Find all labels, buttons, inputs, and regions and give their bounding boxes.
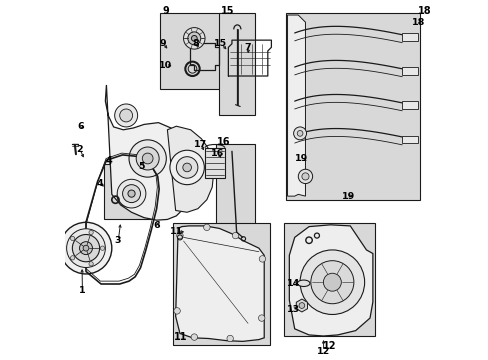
Text: 13: 13 <box>286 305 299 314</box>
Text: 10: 10 <box>159 62 172 71</box>
Polygon shape <box>175 226 264 341</box>
Circle shape <box>128 190 135 197</box>
Text: 2: 2 <box>76 145 82 154</box>
Circle shape <box>66 229 105 267</box>
Text: 6: 6 <box>153 221 160 230</box>
Polygon shape <box>287 15 305 196</box>
Circle shape <box>183 28 204 49</box>
Text: 8: 8 <box>192 39 199 48</box>
Text: 12: 12 <box>323 341 336 351</box>
Circle shape <box>72 234 100 262</box>
Bar <box>402 102 418 109</box>
Text: 18: 18 <box>411 18 424 27</box>
Circle shape <box>301 173 308 180</box>
Circle shape <box>174 308 180 314</box>
Circle shape <box>176 157 198 178</box>
Circle shape <box>117 179 145 208</box>
Circle shape <box>323 273 341 291</box>
Circle shape <box>129 140 166 177</box>
Circle shape <box>120 109 132 122</box>
Circle shape <box>122 185 140 203</box>
Bar <box>402 67 418 75</box>
Text: 16: 16 <box>210 149 224 158</box>
Circle shape <box>191 334 197 340</box>
Ellipse shape <box>297 280 309 287</box>
Text: 16: 16 <box>217 137 230 147</box>
Bar <box>219 13 255 116</box>
Circle shape <box>89 230 93 235</box>
Text: 3: 3 <box>114 237 121 246</box>
Bar <box>284 223 375 336</box>
Circle shape <box>297 131 303 136</box>
Bar <box>402 135 418 143</box>
Text: 9: 9 <box>159 39 166 48</box>
Text: 11: 11 <box>169 228 183 237</box>
Bar <box>215 144 255 243</box>
Circle shape <box>80 242 92 255</box>
Circle shape <box>226 335 233 342</box>
Circle shape <box>191 36 197 41</box>
Circle shape <box>298 169 312 184</box>
Circle shape <box>300 250 364 315</box>
Bar <box>172 223 269 345</box>
Circle shape <box>176 232 183 239</box>
Circle shape <box>232 232 238 239</box>
Text: 19: 19 <box>295 154 308 163</box>
Circle shape <box>122 190 133 202</box>
Circle shape <box>142 153 153 164</box>
Text: 4: 4 <box>97 179 103 188</box>
Bar <box>104 164 151 220</box>
Circle shape <box>70 256 75 260</box>
Text: 7: 7 <box>244 43 251 52</box>
Circle shape <box>187 32 201 45</box>
Polygon shape <box>289 225 372 336</box>
Circle shape <box>183 163 191 172</box>
Circle shape <box>83 245 89 251</box>
Text: 4: 4 <box>105 156 112 166</box>
Bar <box>285 13 419 200</box>
Text: 17: 17 <box>194 140 207 149</box>
Circle shape <box>60 222 112 274</box>
Circle shape <box>293 127 306 140</box>
Bar <box>160 13 221 89</box>
Circle shape <box>100 246 104 250</box>
Text: 11: 11 <box>174 332 187 342</box>
Text: 1: 1 <box>79 286 85 295</box>
Circle shape <box>136 147 159 170</box>
Circle shape <box>298 303 304 309</box>
Circle shape <box>259 256 265 262</box>
Circle shape <box>258 315 264 321</box>
Bar <box>402 33 418 41</box>
Text: 6: 6 <box>77 122 84 131</box>
Circle shape <box>310 261 353 304</box>
Circle shape <box>115 104 137 127</box>
Text: 19: 19 <box>341 192 354 201</box>
Text: 15: 15 <box>214 39 227 48</box>
Text: 9: 9 <box>163 6 169 16</box>
Text: 5: 5 <box>138 162 144 171</box>
Text: 14: 14 <box>286 279 299 288</box>
Text: 15: 15 <box>221 6 234 16</box>
Circle shape <box>169 150 204 185</box>
Text: 18: 18 <box>418 6 431 16</box>
Text: 12: 12 <box>316 347 329 356</box>
Circle shape <box>89 262 93 266</box>
Circle shape <box>70 236 75 240</box>
Polygon shape <box>167 126 214 212</box>
Circle shape <box>117 185 139 207</box>
Circle shape <box>203 224 210 230</box>
Bar <box>204 148 224 178</box>
Polygon shape <box>105 85 192 220</box>
